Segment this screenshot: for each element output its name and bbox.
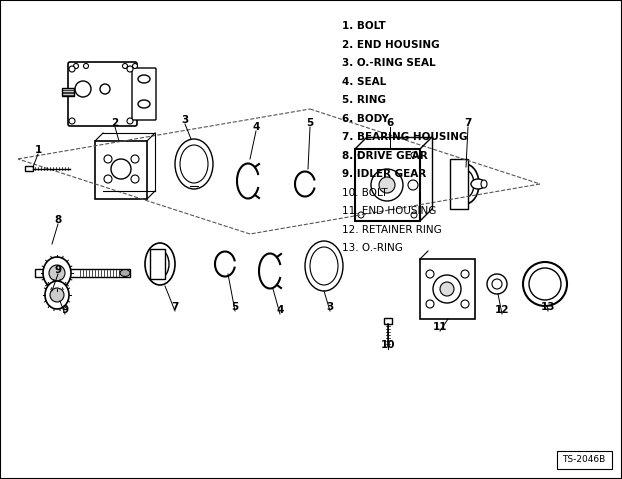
FancyBboxPatch shape xyxy=(68,62,137,126)
Ellipse shape xyxy=(456,170,474,198)
Circle shape xyxy=(131,155,139,163)
Circle shape xyxy=(73,64,78,68)
Ellipse shape xyxy=(138,75,150,83)
Circle shape xyxy=(529,268,561,300)
Circle shape xyxy=(131,175,139,183)
Circle shape xyxy=(123,64,128,68)
Text: 10: 10 xyxy=(381,340,395,350)
Circle shape xyxy=(104,175,112,183)
Ellipse shape xyxy=(305,241,343,291)
Ellipse shape xyxy=(138,100,150,108)
Text: 3: 3 xyxy=(182,115,188,125)
Text: 12: 12 xyxy=(494,305,509,315)
Text: 5: 5 xyxy=(307,118,313,128)
Text: 1. BOLT: 1. BOLT xyxy=(342,21,386,31)
Bar xyxy=(384,318,392,324)
Circle shape xyxy=(111,159,131,179)
Ellipse shape xyxy=(151,250,169,278)
Text: 6. BODY: 6. BODY xyxy=(342,114,389,124)
Bar xyxy=(557,451,612,469)
Circle shape xyxy=(127,66,133,72)
Circle shape xyxy=(69,66,75,72)
Circle shape xyxy=(379,177,395,193)
Bar xyxy=(150,249,165,279)
Text: 9: 9 xyxy=(55,265,62,275)
Circle shape xyxy=(426,270,434,278)
Circle shape xyxy=(358,212,364,218)
Ellipse shape xyxy=(145,243,175,285)
Circle shape xyxy=(132,64,137,68)
Circle shape xyxy=(75,81,91,97)
Bar xyxy=(25,166,33,171)
Circle shape xyxy=(104,155,112,163)
Circle shape xyxy=(426,300,434,308)
Text: 13: 13 xyxy=(541,302,555,312)
Bar xyxy=(35,269,130,277)
Bar xyxy=(355,149,420,221)
Text: 11. END HOUSING: 11. END HOUSING xyxy=(342,206,437,216)
Circle shape xyxy=(440,282,454,296)
Text: 3: 3 xyxy=(327,302,333,312)
Circle shape xyxy=(49,265,65,281)
Text: 5: 5 xyxy=(231,302,239,312)
Circle shape xyxy=(523,262,567,306)
Text: 4: 4 xyxy=(253,122,260,132)
Text: 7. BEARING HOUSING: 7. BEARING HOUSING xyxy=(342,132,468,142)
Bar xyxy=(450,159,468,209)
Text: 5. RING: 5. RING xyxy=(342,95,386,105)
Text: 7: 7 xyxy=(464,118,471,128)
Text: 1: 1 xyxy=(34,145,42,155)
Ellipse shape xyxy=(120,270,130,276)
Ellipse shape xyxy=(451,164,479,204)
Text: TS-2046B: TS-2046B xyxy=(562,455,606,464)
Circle shape xyxy=(433,275,461,303)
Text: 6: 6 xyxy=(386,118,394,128)
Text: 4: 4 xyxy=(276,305,284,315)
Text: 13. O.-RING: 13. O.-RING xyxy=(342,243,403,253)
Circle shape xyxy=(461,270,469,278)
Ellipse shape xyxy=(45,281,69,309)
Ellipse shape xyxy=(471,179,485,189)
Text: 9: 9 xyxy=(62,305,68,315)
Circle shape xyxy=(492,279,502,289)
Ellipse shape xyxy=(310,247,338,285)
Circle shape xyxy=(371,169,403,201)
Text: 12. RETAINER RING: 12. RETAINER RING xyxy=(342,225,442,235)
Text: 7: 7 xyxy=(171,302,179,312)
Ellipse shape xyxy=(180,145,208,183)
FancyBboxPatch shape xyxy=(132,68,156,120)
Circle shape xyxy=(100,84,110,94)
Text: 9. IDLER GEAR: 9. IDLER GEAR xyxy=(342,169,426,179)
Circle shape xyxy=(411,212,417,218)
Ellipse shape xyxy=(43,257,71,289)
Circle shape xyxy=(487,274,507,294)
Text: 11: 11 xyxy=(433,322,447,332)
Circle shape xyxy=(411,152,417,158)
Circle shape xyxy=(127,118,133,124)
Circle shape xyxy=(358,152,364,158)
Text: 3. O.-RING SEAL: 3. O.-RING SEAL xyxy=(342,58,435,68)
Text: 8: 8 xyxy=(54,215,62,225)
Text: 4. SEAL: 4. SEAL xyxy=(342,77,386,87)
Text: 2: 2 xyxy=(111,118,119,128)
Ellipse shape xyxy=(175,139,213,189)
Ellipse shape xyxy=(481,180,487,188)
Text: 8. DRIVE GEAR: 8. DRIVE GEAR xyxy=(342,150,428,160)
Circle shape xyxy=(50,288,64,302)
Circle shape xyxy=(69,118,75,124)
Circle shape xyxy=(461,300,469,308)
Bar xyxy=(95,141,147,199)
Circle shape xyxy=(83,64,88,68)
Text: 2. END HOUSING: 2. END HOUSING xyxy=(342,39,440,49)
Circle shape xyxy=(408,180,418,190)
Bar xyxy=(420,259,475,319)
Text: 10. BOLT: 10. BOLT xyxy=(342,187,388,197)
Bar xyxy=(62,88,74,96)
